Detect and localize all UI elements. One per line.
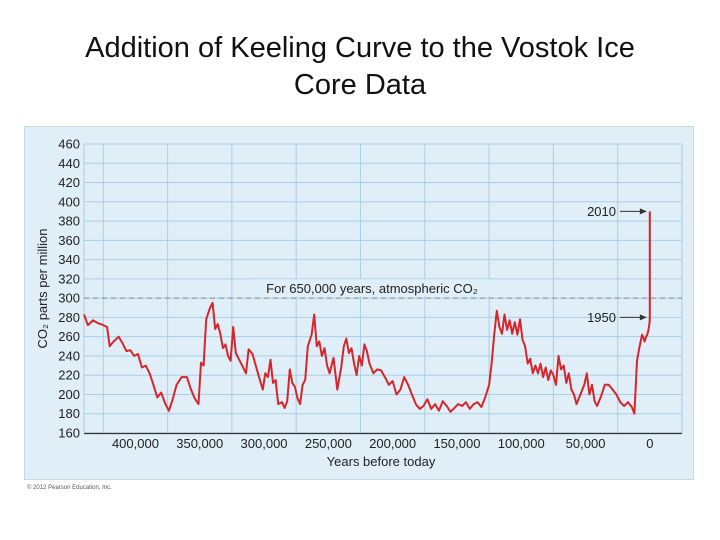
y-tick-label-440: 440 [58,156,80,171]
reference-label-background [254,279,490,297]
x-tick-label-8: 0 [646,436,653,451]
x-tick-label-7: 50,000 [566,436,606,451]
x-tick-label-3: 250,000 [305,436,352,451]
x-tick-label-6: 100,000 [498,436,545,451]
x-tick-label-0: 400,000 [112,436,159,451]
reference-label: For 650,000 years, atmospheric CO₂ [266,281,478,296]
y-tick-label-320: 320 [58,271,80,286]
y-axis-label: CO₂ parts per million [35,229,50,349]
y-tick-label-420: 420 [58,175,80,190]
x-tick-labels: 400,000 350,000 300,000 250,000 200,000 150,0… [112,436,654,451]
y-tick-label-220: 220 [58,368,80,383]
y-tick-label-280: 280 [58,310,80,325]
y-tick-label-340: 340 [58,252,80,267]
x-tick-label-4: 200,000 [369,436,416,451]
y-tick-label-380: 380 [58,214,80,229]
x-tick-label-1: 350,000 [176,436,223,451]
series-line [83,211,651,415]
y-tick-label-260: 260 [58,329,80,344]
y-tick-labels: 160 180 200 220 240 260 280 300 320 340 360 380 400 4… [58,137,80,441]
y-tick-label-240: 240 [58,348,80,363]
copyright-text: © 2012 Pearson Education, Inc. [27,485,112,491]
y-tick-label-360: 360 [58,233,80,248]
annotation-1950: 1950 [587,310,616,325]
slide-title: Addition of Keeling Curve to the Vostok … [0,30,720,104]
slide-title-line-2: Core Data [293,69,427,101]
chart-panel [24,126,694,480]
y-tick-label-200: 200 [58,387,80,402]
y-tick-label-300: 300 [58,291,80,306]
slide-title-line-1: Addition of Keeling Curve to the Vostok … [85,32,635,64]
y-tick-label-460: 460 [58,137,80,152]
annotation-2010: 2010 [587,204,616,219]
annotation-arrowhead-1950 [639,314,647,321]
x-tick-label-5: 150,000 [433,436,480,451]
y-tick-label-160: 160 [58,426,80,441]
x-tick-label-2: 300,000 [241,436,288,451]
annotations: 2010 1950 [587,204,647,325]
x-axis-label: Years before today [327,454,436,469]
annotation-arrowhead-2010 [639,208,647,215]
y-tick-label-180: 180 [58,406,80,421]
y-tick-label-400: 400 [58,194,80,209]
